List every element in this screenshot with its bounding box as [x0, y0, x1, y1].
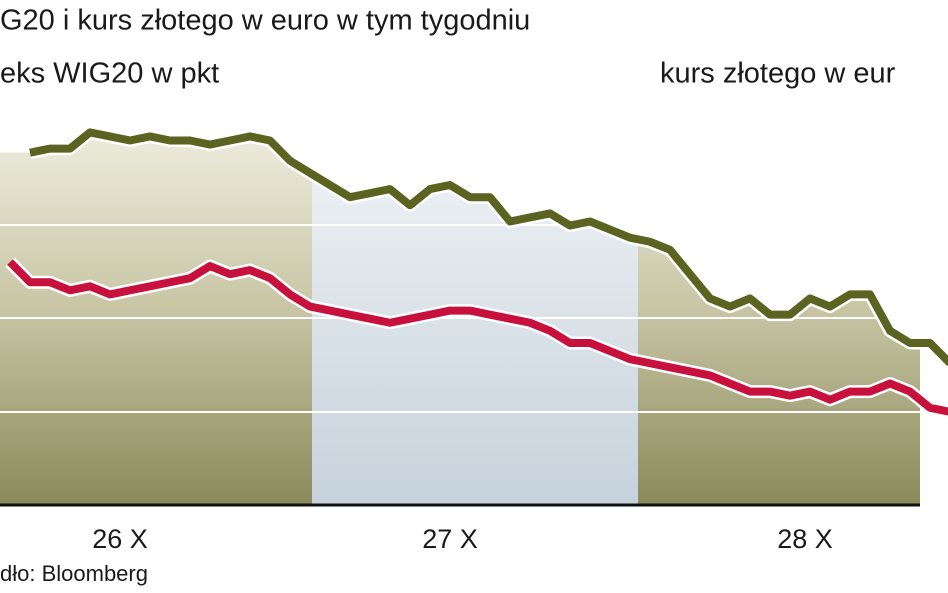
day-band	[312, 132, 638, 505]
x-tick-label: 28 X	[777, 524, 833, 554]
area-background	[0, 132, 920, 505]
chart-title: G20 i kurs złotego w euro w tym tygodniu	[0, 5, 530, 37]
x-tick-label: 26 X	[92, 524, 148, 554]
series-label: kurs złotego w eur	[660, 58, 896, 90]
x-tick-label: 27 X	[422, 524, 478, 554]
series-label: eks WIG20 w pkt	[0, 58, 219, 90]
line	[29, 128, 948, 367]
day-band	[0, 132, 312, 505]
line	[7, 259, 948, 416]
source: dło: Bloomberg	[0, 561, 148, 586]
lines	[5, 125, 948, 419]
